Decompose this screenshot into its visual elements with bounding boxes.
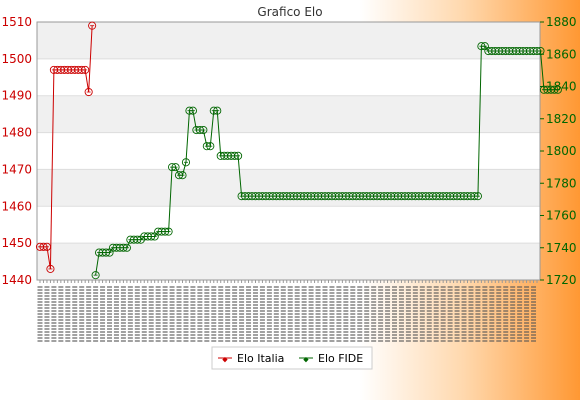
legend-label-fide: Elo FIDE: [318, 352, 363, 365]
left-tick-label: 1470: [1, 162, 32, 176]
data-point: [171, 163, 180, 172]
legend-label-italia: Elo Italia: [237, 352, 284, 365]
left-tick-label: 1490: [1, 89, 32, 103]
right-tick-label: 1880: [546, 15, 577, 29]
grid-band: [37, 22, 540, 59]
grid-band: [37, 243, 540, 280]
data-point: [88, 21, 97, 30]
legend: ◆ Elo Italia ◆ Elo FIDE: [211, 346, 373, 370]
data-point: [178, 171, 187, 180]
data-point: [42, 242, 52, 251]
data-point: [84, 87, 93, 97]
right-tick-label: 1780: [546, 176, 577, 190]
grid-band: [37, 95, 540, 133]
left-tick-label: 1500: [1, 52, 32, 66]
series-elo-fide: [91, 42, 562, 280]
right-tick-label: 1760: [546, 209, 577, 223]
legend-marker-fide: ◆: [303, 356, 309, 364]
data-point: [553, 85, 562, 94]
data-point: [206, 142, 215, 151]
data-point: [91, 271, 100, 280]
data-point: [181, 158, 191, 167]
left-y-axis: 1440 1450 1460 1470 1480 1490 1500 1510: [1, 15, 32, 287]
grid-band: [37, 169, 540, 207]
data-point: [473, 192, 482, 201]
left-tick-label: 1440: [1, 273, 32, 287]
x-axis-ticks: [37, 280, 538, 342]
chart-title: Grafico Elo: [257, 5, 322, 19]
data-point: [164, 227, 173, 236]
left-tick-label: 1460: [1, 199, 32, 213]
right-tick-label: 1820: [546, 112, 577, 126]
data-point: [234, 151, 243, 160]
data-point: [188, 106, 197, 115]
series-layer: [35, 21, 562, 280]
right-tick-label: 1800: [546, 144, 577, 158]
right-tick-label: 1720: [546, 273, 577, 287]
plot-background: [37, 22, 540, 280]
legend-box: [211, 346, 373, 370]
left-tick-label: 1510: [1, 15, 32, 29]
plot-bands: [37, 22, 540, 280]
series-elo-italia: [35, 21, 97, 273]
data-point: [81, 65, 90, 74]
left-tick-label: 1480: [1, 126, 32, 140]
data-point: [199, 125, 208, 135]
right-tick-label: 1860: [546, 47, 577, 61]
data-point: [46, 264, 55, 273]
legend-marker-italia: ◆: [222, 356, 228, 364]
right-tick-label: 1740: [546, 241, 577, 255]
data-point: [536, 46, 545, 56]
data-point: [122, 243, 131, 252]
data-point: [213, 106, 222, 115]
left-tick-label: 1450: [1, 236, 32, 250]
